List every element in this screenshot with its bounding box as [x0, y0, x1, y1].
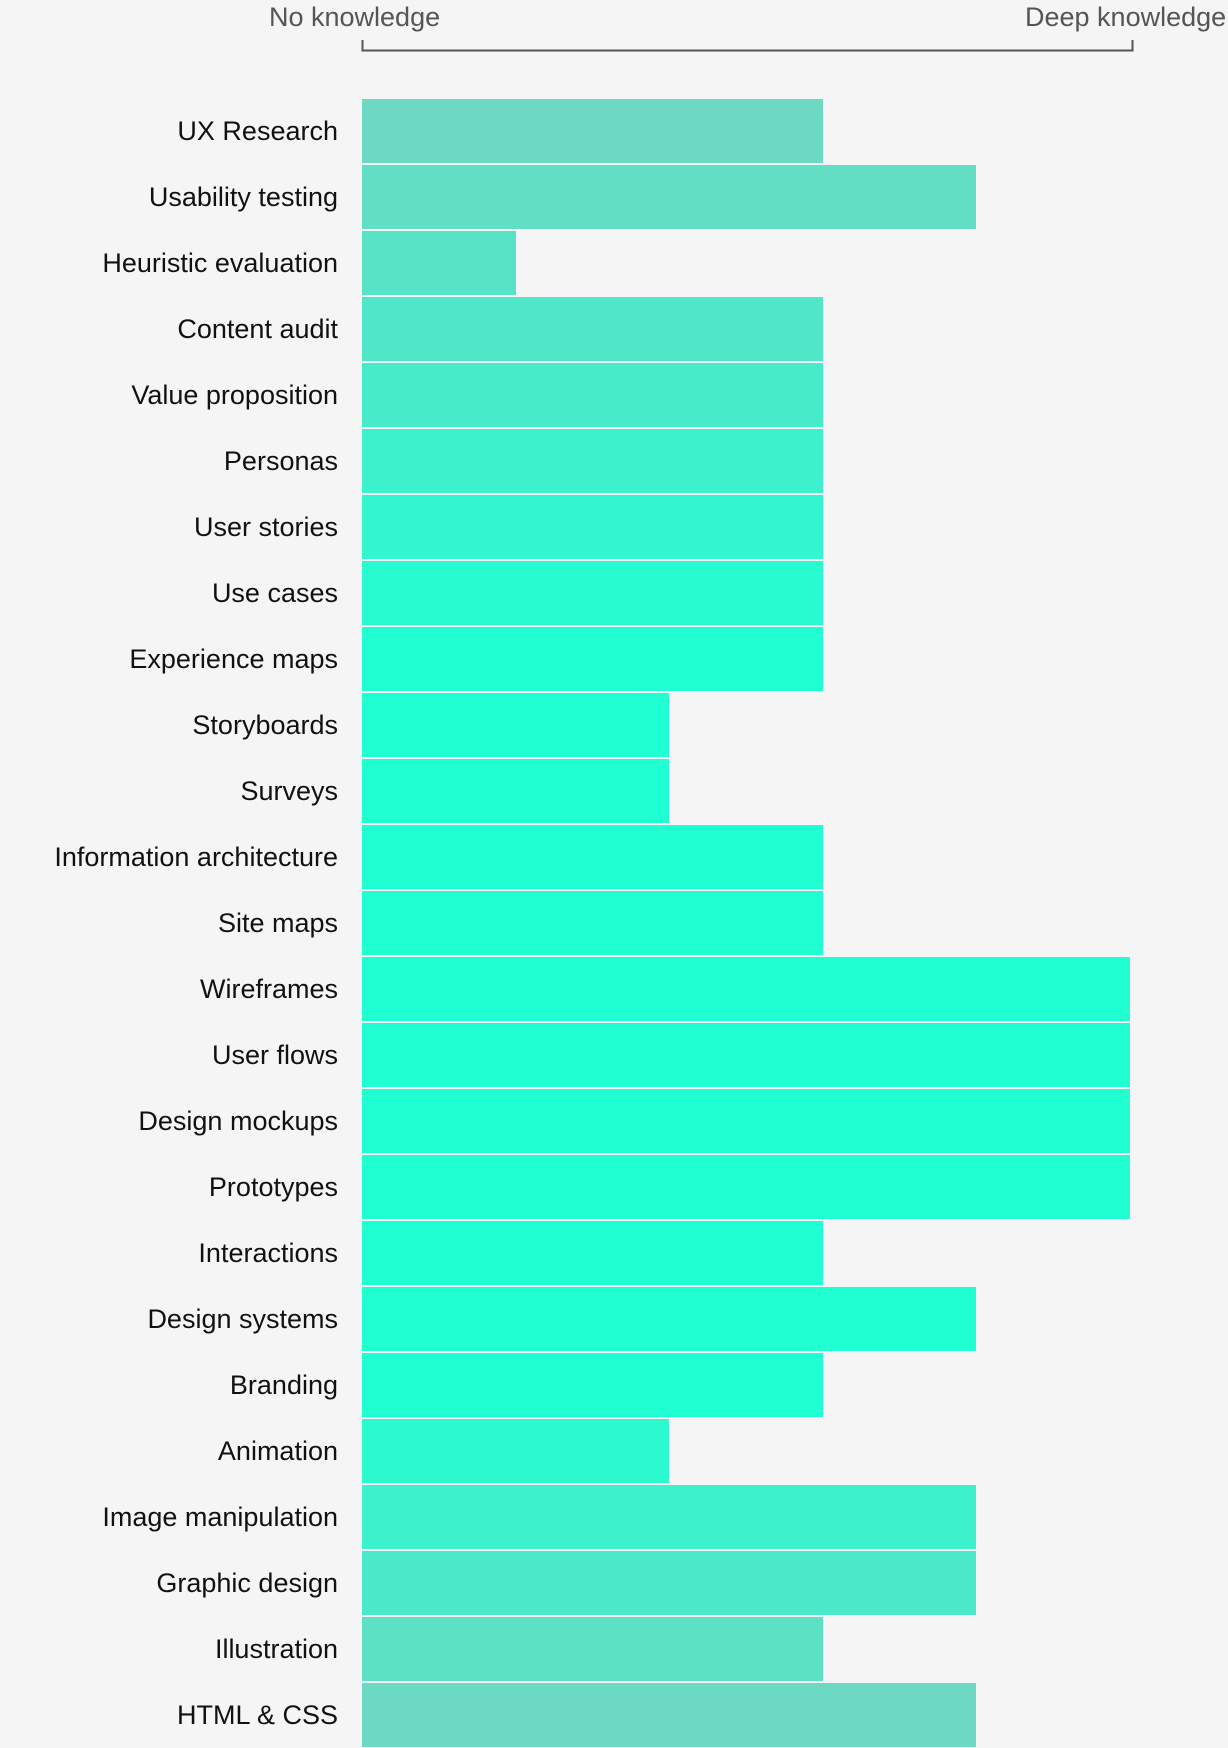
category-label: Branding [230, 1370, 338, 1400]
bar [362, 1617, 823, 1681]
category-label: HTML & CSS [177, 1700, 338, 1730]
category-label: Wireframes [200, 974, 338, 1004]
category-label: Design systems [147, 1304, 338, 1334]
category-label: Animation [218, 1436, 338, 1466]
bar [362, 231, 516, 295]
bar [362, 759, 669, 823]
category-label: Design mockups [138, 1106, 338, 1136]
bar [362, 1287, 976, 1351]
category-label: Experience maps [129, 644, 338, 674]
bars-group [362, 99, 1130, 1747]
category-label: Interactions [198, 1238, 338, 1268]
scale-max-label: Deep knowledge [1025, 2, 1226, 32]
bar [362, 1419, 669, 1483]
category-label: Content audit [177, 314, 338, 344]
bar [362, 1353, 823, 1417]
bar [362, 693, 669, 757]
bar [362, 1089, 1130, 1153]
bar [362, 1551, 976, 1615]
scale-bracket [361, 40, 1134, 52]
bar [362, 891, 823, 955]
category-label: Heuristic evaluation [102, 248, 338, 278]
bar [362, 1485, 976, 1549]
bar [362, 363, 823, 427]
category-label: Illustration [215, 1634, 338, 1664]
bar [362, 1155, 1130, 1219]
category-label: Usability testing [149, 182, 338, 212]
category-label: User flows [212, 1040, 338, 1070]
category-label: Information architecture [54, 842, 338, 872]
bar [362, 627, 823, 691]
bar [362, 561, 823, 625]
labels-group: UX Research Usability testing Heuristic ev… [54, 116, 338, 1730]
category-label: Personas [224, 446, 338, 476]
bar [362, 429, 823, 493]
category-label: Surveys [240, 776, 338, 806]
category-label: Site maps [218, 908, 338, 938]
category-label: Storyboards [192, 710, 338, 740]
category-label: Value proposition [131, 380, 338, 410]
bar [362, 1221, 823, 1285]
bar [362, 297, 823, 361]
bar [362, 1683, 976, 1747]
category-label: Graphic design [156, 1568, 338, 1598]
scale-min-label: No knowledge [269, 2, 440, 32]
bar [362, 99, 823, 163]
category-label: Image manipulation [102, 1502, 338, 1532]
bar [362, 495, 823, 559]
category-label: UX Research [177, 116, 338, 146]
category-label: Use cases [212, 578, 338, 608]
bar [362, 957, 1130, 1021]
category-label: User stories [194, 512, 338, 542]
category-label: Prototypes [209, 1172, 338, 1202]
bar [362, 165, 976, 229]
bar [362, 825, 823, 889]
bar [362, 1023, 1130, 1087]
